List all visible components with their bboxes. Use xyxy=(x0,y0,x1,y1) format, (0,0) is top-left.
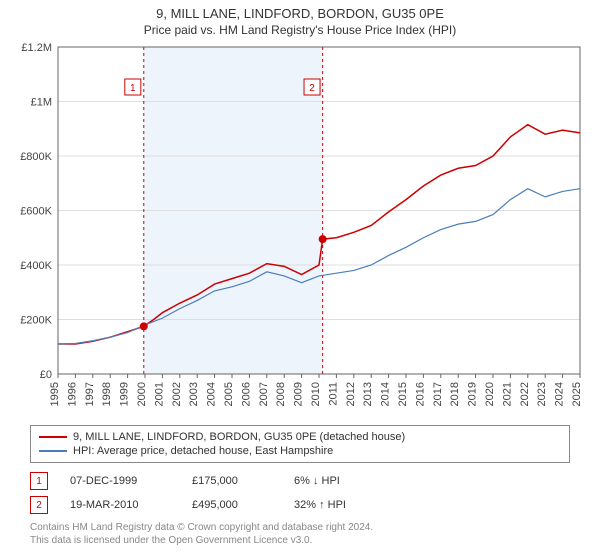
svg-text:1996: 1996 xyxy=(66,382,78,406)
sale-delta-pct: 6% xyxy=(294,475,310,487)
svg-text:2001: 2001 xyxy=(153,382,165,406)
svg-text:£400K: £400K xyxy=(20,260,52,272)
footer-line2: This data is licensed under the Open Gov… xyxy=(30,534,570,547)
svg-text:2000: 2000 xyxy=(136,382,148,406)
sale-price: £175,000 xyxy=(192,475,272,487)
svg-text:2023: 2023 xyxy=(536,382,548,406)
svg-text:£1M: £1M xyxy=(31,97,52,109)
svg-text:2004: 2004 xyxy=(206,382,218,406)
chart-svg: £0 £200K £400K £600K £800K £1M £1.2M 1995 1996 19… xyxy=(10,39,590,419)
svg-text:2024: 2024 xyxy=(554,382,566,406)
legend-label: 9, MILL LANE, LINDFORD, BORDON, GU35 0PE… xyxy=(73,431,405,443)
svg-text:1995: 1995 xyxy=(49,382,61,406)
svg-text:£800K: £800K xyxy=(20,151,52,163)
sale-price: £495,000 xyxy=(192,499,272,511)
svg-text:2019: 2019 xyxy=(467,382,479,406)
sales-table: 1 07-DEC-1999 £175,000 6% ↓ HPI 2 19-MAR… xyxy=(30,469,570,517)
svg-text:2003: 2003 xyxy=(188,382,200,406)
footer-line1: Contains HM Land Registry data © Crown c… xyxy=(30,521,570,534)
svg-text:2006: 2006 xyxy=(240,382,252,406)
sale-marker-number: 2 xyxy=(36,500,42,511)
svg-text:2021: 2021 xyxy=(501,382,513,406)
chart-area: £0 £200K £400K £600K £800K £1M £1.2M 1995 1996 19… xyxy=(10,39,590,419)
svg-text:2013: 2013 xyxy=(362,382,374,406)
svg-text:2025: 2025 xyxy=(571,382,583,406)
svg-text:2022: 2022 xyxy=(519,382,531,406)
sale-delta-vs: HPI xyxy=(322,475,340,487)
svg-text:2010: 2010 xyxy=(310,382,322,406)
sale-row: 1 07-DEC-1999 £175,000 6% ↓ HPI xyxy=(30,469,570,493)
sale-delta-pct: 32% xyxy=(294,499,316,511)
svg-text:2011: 2011 xyxy=(327,382,339,406)
sale-delta: 32% ↑ HPI xyxy=(294,499,404,511)
svg-text:£600K: £600K xyxy=(20,206,52,218)
svg-text:1999: 1999 xyxy=(119,382,131,406)
sale-row: 2 19-MAR-2010 £495,000 32% ↑ HPI xyxy=(30,493,570,517)
svg-text:1998: 1998 xyxy=(101,382,113,406)
svg-text:2015: 2015 xyxy=(397,382,409,406)
svg-text:2012: 2012 xyxy=(345,382,357,406)
sale-marker-box: 1 xyxy=(30,472,48,490)
sale-marker-box: 2 xyxy=(30,496,48,514)
chart-title-line2: Price paid vs. HM Land Registry's House … xyxy=(0,23,600,37)
svg-text:£0: £0 xyxy=(40,369,52,381)
svg-text:1997: 1997 xyxy=(84,382,96,406)
svg-text:2020: 2020 xyxy=(484,382,496,406)
sale-date: 19-MAR-2010 xyxy=(70,499,170,511)
svg-text:£200K: £200K xyxy=(20,315,52,327)
arrow-down-icon: ↓ xyxy=(313,475,319,487)
svg-text:2002: 2002 xyxy=(171,382,183,406)
sale-date: 07-DEC-1999 xyxy=(70,475,170,487)
svg-text:2017: 2017 xyxy=(432,382,444,406)
svg-text:1: 1 xyxy=(130,83,136,94)
svg-text:2014: 2014 xyxy=(380,382,392,406)
arrow-up-icon: ↑ xyxy=(319,499,325,511)
svg-text:2007: 2007 xyxy=(258,382,270,406)
footer: Contains HM Land Registry data © Crown c… xyxy=(30,521,570,547)
svg-text:2005: 2005 xyxy=(223,382,235,406)
svg-text:2009: 2009 xyxy=(293,382,305,406)
svg-text:2016: 2016 xyxy=(414,382,426,406)
svg-text:£1.2M: £1.2M xyxy=(21,42,52,54)
legend-row: HPI: Average price, detached house, East… xyxy=(39,444,561,458)
legend: 9, MILL LANE, LINDFORD, BORDON, GU35 0PE… xyxy=(30,425,570,463)
legend-swatch xyxy=(39,436,67,438)
legend-swatch xyxy=(39,450,67,452)
sale-marker-number: 1 xyxy=(36,476,42,487)
sale-delta-vs: HPI xyxy=(328,499,346,511)
legend-label: HPI: Average price, detached house, East… xyxy=(73,445,333,457)
chart-title-line1: 9, MILL LANE, LINDFORD, BORDON, GU35 0PE xyxy=(0,6,600,21)
legend-row: 9, MILL LANE, LINDFORD, BORDON, GU35 0PE… xyxy=(39,430,561,444)
sale-delta: 6% ↓ HPI xyxy=(294,475,404,487)
svg-text:2: 2 xyxy=(309,83,315,94)
svg-text:2018: 2018 xyxy=(449,382,461,406)
svg-text:2008: 2008 xyxy=(275,382,287,406)
